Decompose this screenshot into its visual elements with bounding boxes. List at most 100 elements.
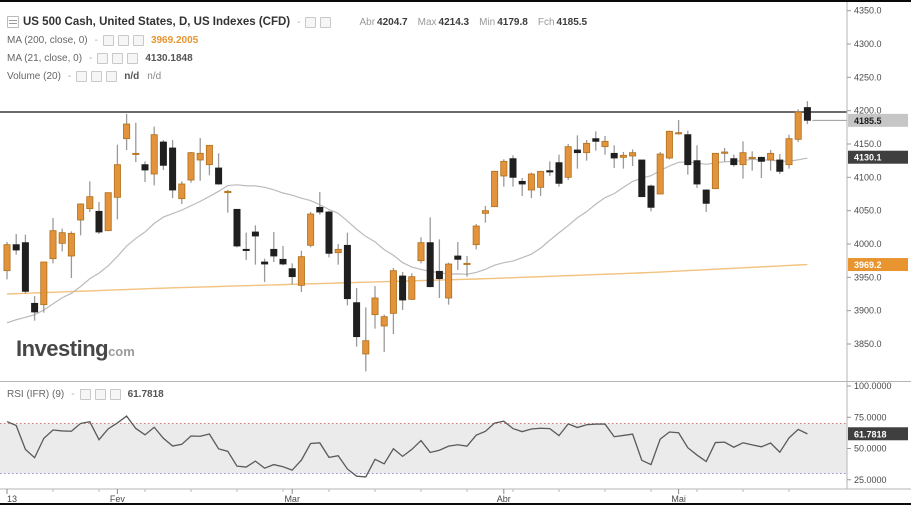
open-value: 4204.7 [377,16,408,28]
rsi-label: RSI (IFR) (9) [7,388,65,400]
candle-body [601,140,609,148]
candle-body [509,158,517,178]
candle-body [215,167,223,185]
price-tick-label: 3900.0 [854,306,882,316]
candle-body [169,147,177,191]
volume-settings-button[interactable] [76,70,88,82]
title-settings-button[interactable] [305,16,317,28]
candle-body [675,132,683,135]
candle-body [104,192,112,232]
candle-body [463,262,471,265]
candle-body [721,151,729,154]
time-tick-label: Mai [671,494,686,504]
candle-body [3,244,11,272]
candle-body [684,134,692,166]
ma21-visibility-button[interactable] [112,52,124,64]
candle-body [638,159,646,198]
ma200-visibility-button[interactable] [117,34,129,46]
candle-body [77,203,85,221]
candle-body [739,152,747,166]
indicator-row-ma200: MA (200, close, 0) - 3969.2005 [7,31,597,49]
price-mark-label: 4185.5 [854,116,882,126]
investing-logo: Investingcom [16,336,135,362]
rsi-tick-label: 50.0000 [854,444,887,454]
price-tick-label: 3850.0 [854,339,882,349]
price-tick-label: 4000.0 [854,239,882,249]
price-tick-label: 4150.0 [854,139,882,149]
candle-body [785,138,793,166]
title-separator: - [297,16,301,28]
price-tick-label: 3950.0 [854,272,882,282]
candle-body [426,242,434,288]
candle-body [610,152,618,159]
candle-body [95,210,103,233]
rsi-mark-box [848,427,908,441]
candle-body [307,213,315,246]
title-close-button[interactable] [320,16,332,28]
candle-body [647,185,655,208]
high-value: 4214.3 [438,16,470,28]
candle-body [445,263,453,299]
candle-body [233,208,241,247]
candle-body [196,152,204,161]
price-mark-box [848,150,908,164]
instrument-menu-icon[interactable] [7,16,19,28]
ma200-settings-button[interactable] [102,34,114,46]
rsi-settings-button[interactable] [79,388,91,400]
rsi-visibility-button[interactable] [94,388,106,400]
volume-visibility-button[interactable] [91,70,103,82]
price-tick-label: 4200.0 [854,106,882,116]
rsi-delete-button[interactable] [109,388,121,400]
candle-body [67,232,75,257]
rsi-tick-label: 100.0000 [854,381,892,391]
indicator-separator: - [94,34,98,46]
indicator-separator: - [89,52,93,64]
rsi-value: 61.7818 [127,388,164,400]
price-tick-label: 4050.0 [854,206,882,216]
ma200-delete-button[interactable] [132,34,144,46]
ma200-value: 3969.2005 [150,34,199,46]
ohlc-readout: Abr 4204.7 Max 4214.3 Min 4179.8 Fch 4185.5 [359,17,597,28]
candle-body [629,152,637,157]
candle-body [187,152,195,181]
candle-body [803,107,811,121]
ma21-settings-button[interactable] [97,52,109,64]
ma21-delete-button[interactable] [127,52,139,64]
candle-body [491,170,499,208]
candle-body [31,302,39,313]
time-tick-label: Mar [284,494,300,504]
candle-body [205,144,213,166]
ma21-label: MA (21, close, 0) [7,52,83,64]
price-mark-label: 4130.1 [854,153,882,163]
rsi-tick-label: 25.0000 [854,475,887,485]
candle-body [583,142,591,154]
candle-body [454,255,462,260]
candle-body [702,189,710,204]
candle-body [343,244,351,300]
candle-body [592,138,600,142]
candle-body [500,160,508,177]
candle-body [49,230,57,260]
candle-body [767,152,775,161]
rsi-band [0,423,847,474]
candle-body [527,173,535,191]
candle-body [12,244,20,251]
open-label: Abr [359,16,376,28]
candle-body [399,275,407,301]
candle-body [279,258,287,265]
rsi-tick-label: 75.0000 [854,412,887,422]
price-tick-label: 4100.0 [854,172,882,182]
time-axis[interactable] [0,489,911,505]
candle-body [656,153,664,195]
volume-delete-button[interactable] [106,70,118,82]
candle-body [417,242,425,262]
candle-body [150,134,158,175]
candle-body [573,149,581,154]
candle-body [481,210,489,214]
candle-body [371,297,379,316]
candle-body [288,268,296,278]
price-axis[interactable] [847,2,911,489]
volume-value: n/d [124,70,140,82]
